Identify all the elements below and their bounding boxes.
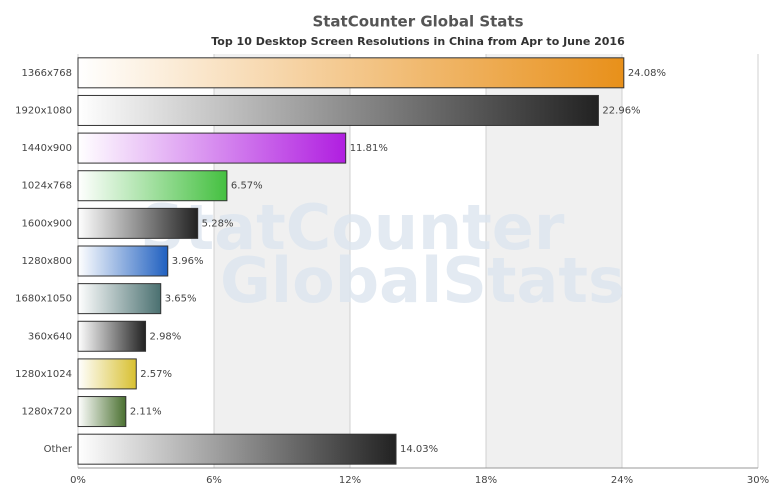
bar	[77, 358, 137, 390]
category-label: 1680x1050	[15, 294, 72, 305]
value-label: 2.11%	[130, 407, 162, 418]
bar	[77, 57, 625, 89]
chart-subtitle: Top 10 Desktop Screen Resolutions in Chi…	[211, 35, 625, 48]
value-label: 3.96%	[172, 256, 204, 267]
x-tick-label: 0%	[70, 475, 86, 486]
bar	[77, 433, 397, 465]
bar	[77, 94, 599, 126]
x-tick-label: 30%	[747, 475, 769, 486]
category-label: 1280x720	[22, 407, 72, 418]
value-label: 24.08%	[628, 68, 666, 79]
x-tick-label: 24%	[611, 475, 633, 486]
x-tick-label: 18%	[475, 475, 497, 486]
x-tick-label: 6%	[206, 475, 222, 486]
bar	[77, 170, 228, 202]
category-label: 1920x1080	[15, 105, 72, 116]
category-label: 360x640	[28, 331, 72, 342]
bar	[77, 207, 199, 239]
value-label: 2.98%	[150, 331, 182, 342]
bar	[77, 132, 347, 164]
value-label: 2.57%	[140, 369, 172, 380]
value-label: 11.81%	[350, 143, 388, 154]
value-label: 3.65%	[165, 294, 197, 305]
bar	[77, 396, 127, 428]
value-label: 14.03%	[400, 444, 438, 455]
x-tick-label: 12%	[339, 475, 361, 486]
value-label: 5.28%	[202, 218, 234, 229]
category-label: 1600x900	[22, 218, 72, 229]
category-label: Other	[44, 444, 73, 455]
category-label: 1366x768	[22, 68, 72, 79]
category-label: 1280x1024	[15, 369, 72, 380]
value-label: 6.57%	[231, 181, 263, 192]
category-label: 1440x900	[22, 143, 72, 154]
value-label: 22.96%	[602, 105, 640, 116]
category-label: 1024x768	[22, 181, 72, 192]
category-label: 1280x800	[22, 256, 72, 267]
chart-title: StatCounter Global Stats	[312, 13, 523, 31]
watermark: GlobalStats	[220, 244, 625, 317]
bar	[77, 283, 162, 315]
watermark: StatCounter	[140, 191, 565, 264]
bar	[77, 245, 169, 277]
bar	[77, 320, 147, 352]
